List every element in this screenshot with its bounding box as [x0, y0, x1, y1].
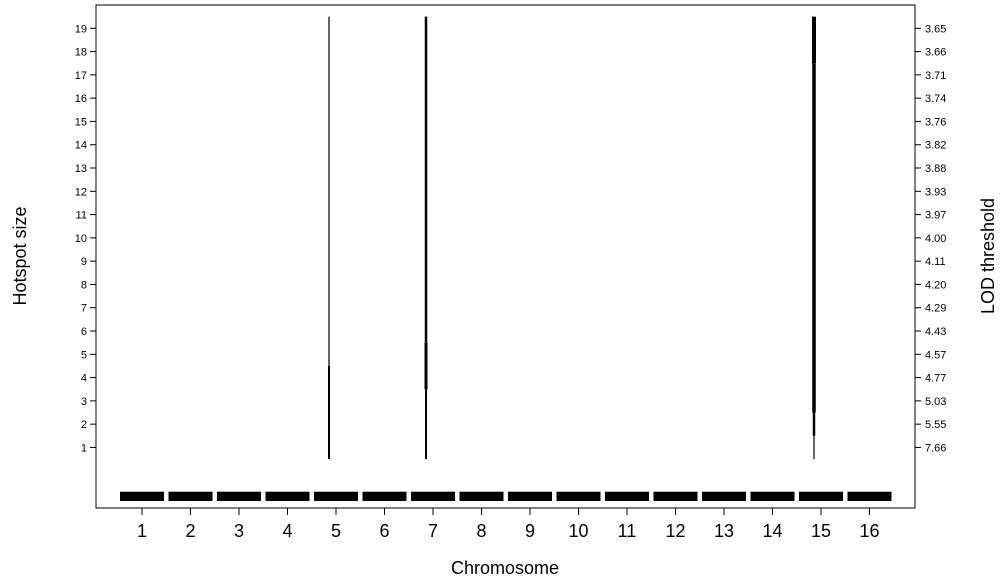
chromosome-bar-13 — [702, 491, 746, 502]
y-tick-label: 18 — [75, 47, 87, 59]
x-axis: 1 2 3 4 5 6 7 8 9 10 11 12 13 14 15 16 — [137, 508, 880, 541]
y-tick-label: 9 — [81, 256, 87, 268]
y-tick-label: 6 — [81, 326, 87, 338]
x-tick-label: 12 — [665, 521, 685, 541]
y-tick-label: 17 — [75, 70, 87, 82]
x-tick-label: 16 — [859, 521, 879, 541]
y-axis-title: Hotspot size — [10, 206, 30, 305]
x-tick-label: 9 — [525, 521, 535, 541]
y2-tick-label: 4.20 — [925, 279, 946, 291]
x-tick-label: 1 — [137, 521, 147, 541]
x-tick-label: 15 — [811, 521, 831, 541]
y2-tick-label: 4.77 — [925, 373, 946, 385]
chromosome-bar-16 — [847, 491, 892, 502]
chromosome-bar-5 — [314, 491, 358, 502]
y2-tick-label: 3.74 — [925, 93, 946, 105]
y-tick-label: 16 — [75, 93, 87, 105]
y-tick-label: 4 — [81, 373, 87, 385]
chromosome-bar-4 — [265, 491, 310, 502]
y2-tick-label: 5.03 — [925, 396, 946, 408]
x-axis-title: Chromosome — [451, 558, 559, 578]
y-tick-label: 13 — [75, 163, 87, 175]
y2-tick-label: 3.76 — [925, 116, 946, 128]
y2-tick-label: 3.82 — [925, 140, 946, 152]
y2-tick-label: 5.55 — [925, 419, 946, 431]
y2-tick-label: 4.43 — [925, 326, 946, 338]
x-tick-label: 13 — [714, 521, 734, 541]
x-tick-label: 7 — [428, 521, 438, 541]
y-tick-label: 8 — [81, 279, 87, 291]
x-tick-label: 5 — [331, 521, 341, 541]
y-tick-label: 1 — [81, 442, 87, 454]
chromosome-bar-3 — [217, 491, 261, 502]
chromosome-bar-10 — [556, 491, 601, 502]
y2-tick-label: 4.57 — [925, 349, 946, 361]
x-tick-label: 6 — [379, 521, 389, 541]
chromosome-bar-6 — [362, 491, 407, 502]
y-tick-label: 19 — [75, 23, 87, 35]
right-y-axis: 7.66 5.55 5.03 4.77 4.57 4.43 4.29 4.20 4.11 4.00… — [915, 23, 946, 454]
y-tick-label: 15 — [75, 116, 87, 128]
chromosome-bar-7 — [411, 491, 455, 502]
chromosome-bar-15 — [799, 491, 843, 502]
y2-tick-label: 3.71 — [925, 70, 946, 82]
x-tick-label: 14 — [762, 521, 782, 541]
y2-tick-label: 4.00 — [925, 233, 946, 245]
x-tick-label: 3 — [234, 521, 244, 541]
y2-tick-label: 4.29 — [925, 303, 946, 315]
y-tick-label: 10 — [75, 233, 87, 245]
y-tick-label: 12 — [75, 186, 87, 198]
chromosome-bars — [120, 491, 892, 502]
plot-frame — [95, 4, 916, 509]
chromosome-bar-9 — [508, 491, 552, 502]
chromosome-bar-8 — [459, 491, 504, 502]
chromosome-bar-2 — [168, 491, 213, 502]
x-tick-label: 11 — [618, 521, 637, 541]
x-tick-label: 10 — [568, 521, 588, 541]
y2-axis-title: LOD threshold — [978, 198, 998, 314]
x-tick-label: 2 — [185, 521, 195, 541]
x-tick-label: 4 — [282, 521, 292, 541]
y-tick-label: 3 — [81, 396, 87, 408]
y2-tick-label: 3.97 — [925, 210, 946, 222]
chromosome-bar-11 — [605, 491, 649, 502]
y2-tick-label: 7.66 — [925, 442, 946, 454]
hotspot-lines — [328, 16, 816, 460]
y2-tick-label: 3.66 — [925, 47, 946, 59]
y-tick-label: 2 — [81, 419, 87, 431]
y2-tick-label: 3.65 — [925, 23, 946, 35]
y-tick-label: 7 — [81, 303, 87, 315]
y-tick-label: 14 — [75, 140, 87, 152]
chromosome-bar-1 — [120, 491, 164, 502]
y2-tick-label: 4.11 — [925, 256, 946, 268]
y-tick-label: 5 — [81, 349, 87, 361]
chromosome-bar-14 — [750, 491, 795, 502]
x-tick-label: 8 — [476, 521, 486, 541]
y2-tick-label: 3.88 — [925, 163, 946, 175]
y2-tick-label: 3.93 — [925, 186, 946, 198]
chromosome-bar-12 — [653, 491, 698, 502]
y-tick-label: 11 — [76, 210, 87, 222]
